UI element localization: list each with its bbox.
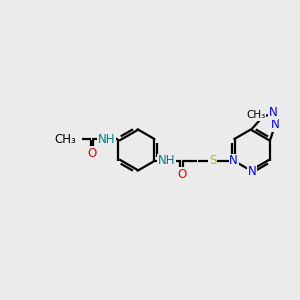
Text: CH₃: CH₃ [54, 133, 76, 146]
Text: NH: NH [98, 133, 116, 146]
Text: N: N [269, 106, 278, 119]
Text: N: N [271, 118, 280, 131]
Text: H: H [102, 133, 111, 146]
Text: O: O [87, 147, 97, 160]
Text: S: S [209, 154, 217, 167]
Text: O: O [177, 168, 186, 181]
Text: N: N [248, 165, 256, 178]
Text: NH: NH [158, 154, 175, 167]
Text: CH₃: CH₃ [247, 110, 266, 120]
Text: N: N [229, 154, 238, 167]
